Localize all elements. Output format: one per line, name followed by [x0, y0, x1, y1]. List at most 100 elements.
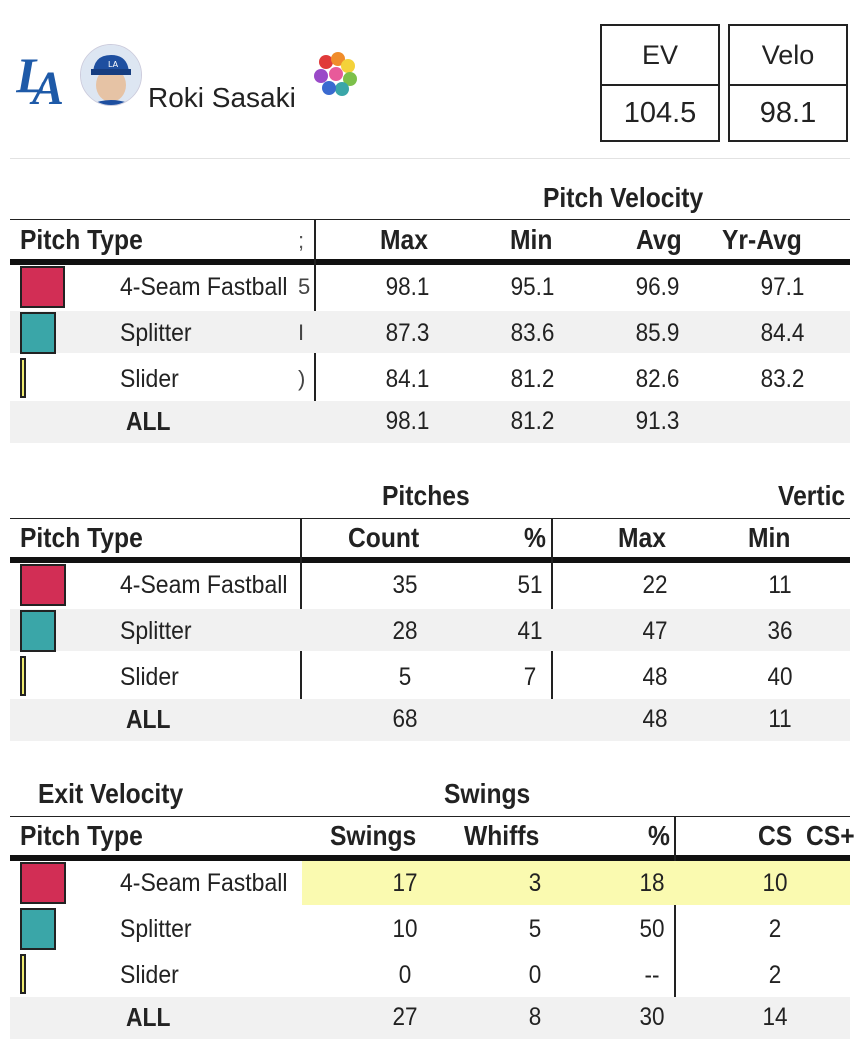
swings-header-cs: CS — [758, 820, 793, 851]
pitches-cell-min: 40 — [767, 663, 793, 691]
swings-cell-cs: 2 — [768, 915, 782, 943]
velocity-cell-max: 98.1 — [385, 407, 430, 435]
swings-row-name: 4-Seam Fastball — [120, 869, 288, 897]
svg-text:A: A — [29, 62, 64, 108]
swings-column-divider — [674, 816, 676, 1038]
pitches-row-all-label: ALL — [126, 704, 171, 734]
swings-header-whiffs: Whiffs — [464, 820, 540, 851]
velocity-title-rule — [10, 219, 850, 220]
pitch-mix-colorwheel-icon — [314, 52, 357, 96]
swings-header-swings: Swings — [330, 820, 417, 851]
swings-cell-swings: 27 — [392, 1003, 418, 1031]
pitches-cell-pct: 51 — [517, 571, 543, 599]
player-avatar[interactable]: LA — [80, 44, 142, 106]
swings-cell-pct: 50 — [639, 915, 665, 943]
swings-cell-whiffs: 3 — [528, 869, 542, 897]
velocity-cell-min: 81.2 — [510, 407, 555, 435]
swings-header-cs-plus: CS+ — [806, 820, 855, 851]
velocity-cell-yr-avg: 84.4 — [760, 319, 805, 347]
slider-swatch — [20, 358, 26, 398]
header-divider — [10, 158, 850, 159]
velo-stat-box: Velo 98.1 — [728, 24, 848, 142]
velocity-row-trunc: 5 — [298, 274, 311, 299]
splitter-swatch — [20, 610, 56, 652]
swings-cell-cs: 14 — [762, 1003, 788, 1031]
velocity-header-min: Min — [510, 224, 553, 255]
svg-text:LA: LA — [108, 60, 119, 69]
pitches-cell-max: 48 — [642, 663, 668, 691]
pitches-cell-max: 48 — [642, 705, 668, 733]
swings-header-rule — [10, 855, 850, 861]
velocity-table: Pitch Velocity Pitch Type ; Max Min Avg … — [0, 170, 857, 450]
swings-cell-pct: -- — [644, 961, 660, 989]
splitter-swatch — [20, 312, 56, 354]
pitches-cell-count: 5 — [398, 663, 412, 691]
velocity-cell-max: 84.1 — [385, 365, 430, 393]
pitches-header-pct: % — [524, 522, 546, 553]
swings-cell-cs: 10 — [762, 869, 788, 897]
velocity-row-all-label: ALL — [126, 406, 171, 436]
pitches-table: Pitches Vertic Pitch Type Count % Max Mi… — [0, 468, 857, 748]
swings-cell-whiffs: 0 — [528, 961, 542, 989]
pitches-header-min: Min — [748, 522, 791, 553]
velocity-cell-max: 98.1 — [385, 273, 430, 301]
velocity-header-max: Max — [380, 224, 428, 255]
pitches-cell-pct: 41 — [517, 617, 543, 645]
dodgers-logo-icon: L A — [16, 47, 64, 108]
pitches-cell-pct: 7 — [523, 663, 537, 691]
player-header: L A LA Roki Sasaki EV 104.5 Velo 98.1 — [0, 0, 857, 160]
swings-header-pitch-type: Pitch Type — [20, 820, 143, 851]
velocity-cell-min: 81.2 — [510, 365, 555, 393]
swings-header-pct: % — [648, 820, 670, 851]
velocity-row-bg-4 — [10, 401, 850, 443]
swings-cell-swings: 0 — [398, 961, 412, 989]
swings-highlight-row — [302, 861, 850, 905]
pitches-row-bg-4 — [10, 699, 850, 741]
pitches-row-name: Slider — [120, 663, 179, 691]
pitches-cell-max: 47 — [642, 617, 668, 645]
swings-row-name: Slider — [120, 961, 179, 989]
swings-table: Exit Velocity Swings Pitch Type Swings W… — [0, 766, 857, 1041]
velocity-cell-avg: 82.6 — [635, 365, 680, 393]
swings-cell-whiffs: 8 — [528, 1003, 542, 1031]
pitches-cell-count: 35 — [392, 571, 418, 599]
pitches-row-name: 4-Seam Fastball — [120, 571, 288, 599]
velocity-header-pitch-type: Pitch Type — [20, 224, 143, 255]
velocity-header-trunc: ; — [298, 228, 305, 253]
velocity-row-bg-2 — [10, 311, 850, 353]
velocity-cell-yr-avg: 83.2 — [760, 365, 805, 393]
pitches-cell-min: 11 — [768, 705, 792, 733]
four-seam-swatch — [20, 862, 66, 904]
swings-cell-pct: 30 — [639, 1003, 665, 1031]
pitches-cell-min: 11 — [768, 571, 792, 599]
player-photo-icon: LA — [81, 45, 141, 105]
velocity-cell-avg: 96.9 — [635, 273, 680, 301]
velocity-cell-avg: 85.9 — [635, 319, 680, 347]
exit-velocity-title: Exit Velocity — [38, 778, 184, 809]
slider-swatch — [20, 656, 26, 696]
velocity-header-avg: Avg — [636, 224, 682, 255]
four-seam-swatch — [20, 266, 65, 308]
velocity-row-trunc: I — [298, 320, 305, 345]
ev-value: 104.5 — [623, 96, 697, 129]
pitches-cell-min: 36 — [767, 617, 793, 645]
swings-cell-cs: 2 — [768, 961, 782, 989]
pitches-header-rule — [10, 557, 850, 563]
velocity-title: Pitch Velocity — [543, 182, 704, 213]
velocity-header-yr-avg: Yr-Avg — [722, 224, 802, 255]
velo-value: 98.1 — [759, 96, 817, 129]
velocity-row-name: Splitter — [120, 319, 192, 347]
pitches-header-max: Max — [618, 522, 666, 553]
velo-label: Velo — [730, 26, 846, 86]
swings-row-all-label: ALL — [126, 1002, 171, 1032]
swings-title-rule — [10, 816, 850, 817]
velocity-row-name: 4-Seam Fastball — [120, 273, 288, 301]
pitches-row-name: Splitter — [120, 617, 192, 645]
velocity-header-rule — [10, 259, 850, 265]
svg-text:L: L — [16, 47, 47, 103]
ev-stat-box: EV 104.5 — [600, 24, 720, 142]
player-name[interactable]: Roki Sasaki — [148, 82, 296, 113]
pitches-row-bg-2 — [10, 609, 850, 651]
pitches-title: Pitches — [382, 480, 470, 511]
pitches-cell-max: 22 — [642, 571, 668, 599]
